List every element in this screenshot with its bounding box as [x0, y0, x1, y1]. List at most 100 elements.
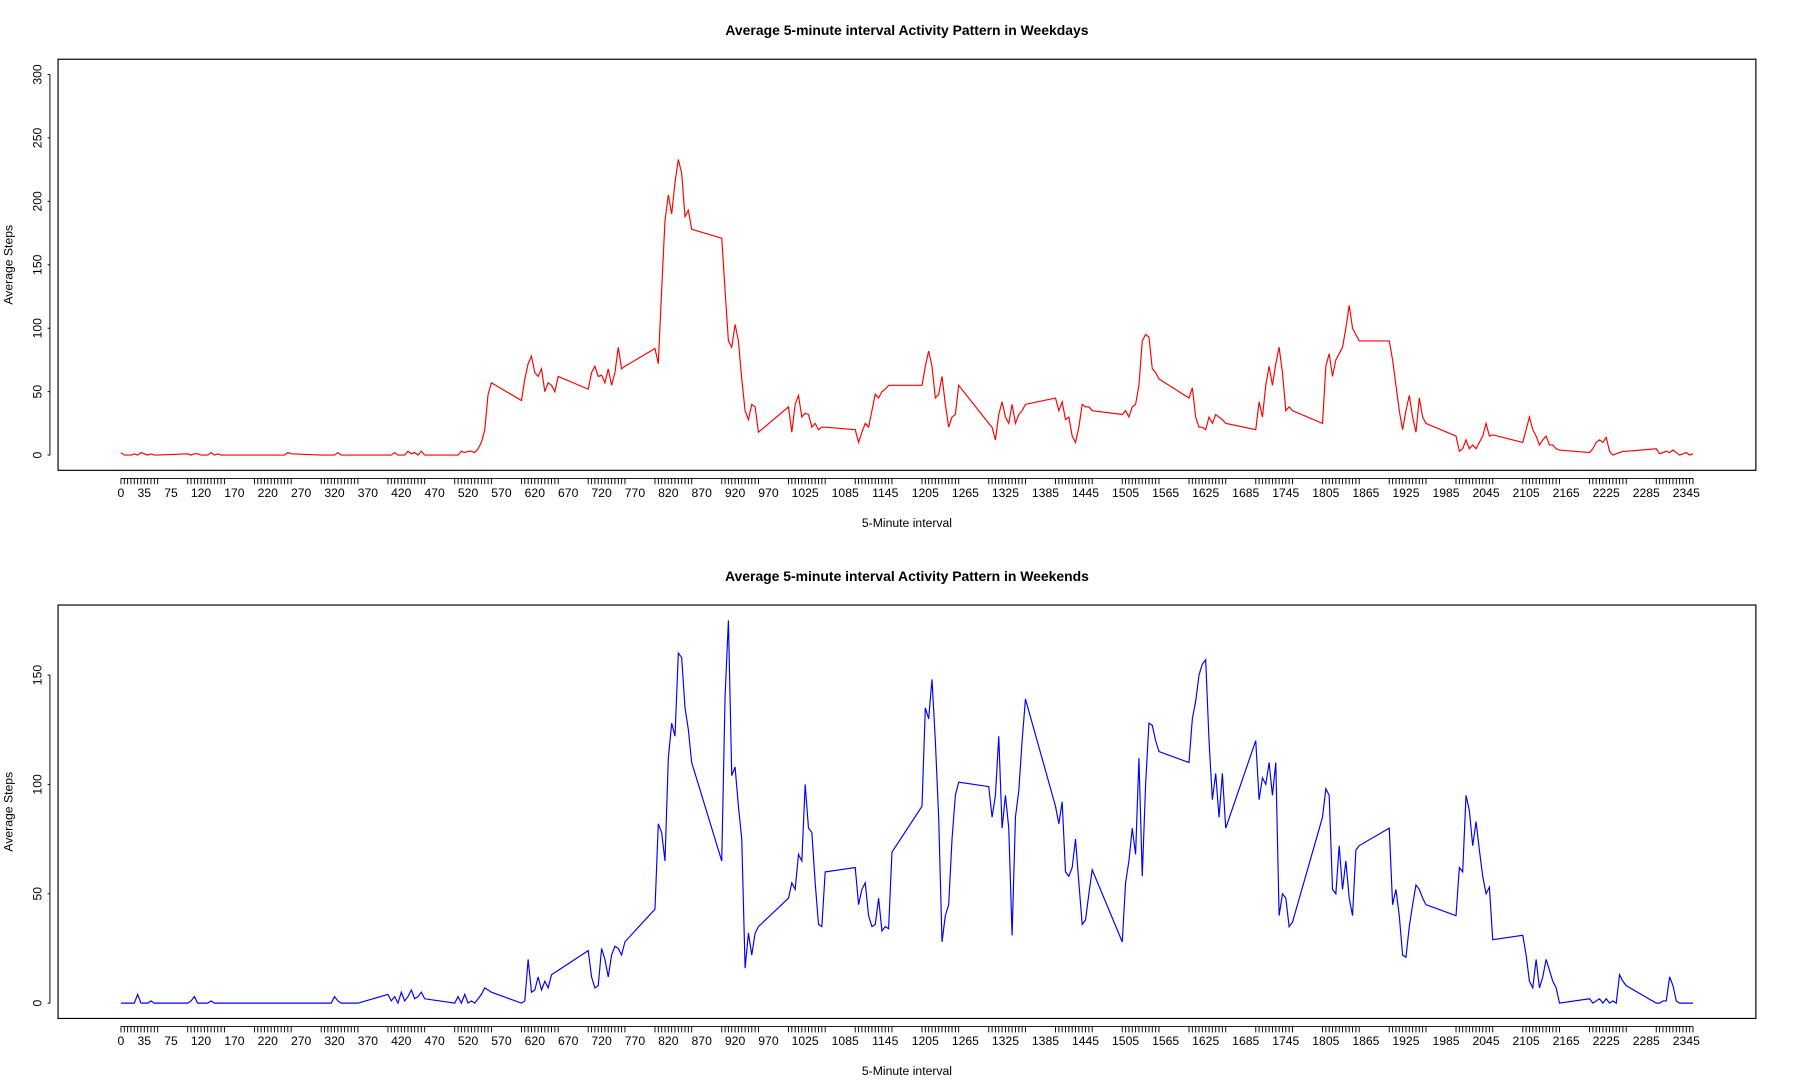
x-tick-label: 970	[758, 486, 779, 500]
x-tick-label: 870	[692, 486, 713, 500]
x-tick-label: 2285	[1633, 486, 1660, 500]
x-tick-label: 970	[758, 1034, 779, 1048]
x-tick-label: 1865	[1352, 1034, 1379, 1048]
x-tick-label: 520	[458, 1034, 479, 1048]
x-tick-label: 470	[425, 486, 446, 500]
y-tick-label: 100	[31, 774, 45, 795]
x-tick-label: 1325	[992, 1034, 1019, 1048]
x-tick-label: 1505	[1112, 486, 1139, 500]
x-tick-label: 720	[591, 486, 612, 500]
x-tick-label: 1565	[1152, 1034, 1179, 1048]
x-tick-label: 820	[658, 1034, 679, 1048]
x-tick-label: 770	[625, 1034, 646, 1048]
x-tick-label: 1325	[992, 486, 1019, 500]
x-tick-label: 1205	[912, 1034, 939, 1048]
x-tick-label: 2045	[1472, 486, 1499, 500]
x-tick-label: 370	[358, 486, 379, 500]
x-tick-label: 920	[725, 1034, 746, 1048]
x-tick-label: 670	[558, 1034, 579, 1048]
x-tick-label: 670	[558, 486, 579, 500]
x-tick-label: 2225	[1593, 486, 1620, 500]
x-tick-label: 35	[138, 1034, 152, 1048]
x-tick-label: 620	[525, 486, 546, 500]
x-tick-label: 570	[491, 486, 512, 500]
x-tick-label: 1565	[1152, 486, 1179, 500]
x-tick-label: 1025	[792, 486, 819, 500]
x-tick-label: 1385	[1032, 1034, 1059, 1048]
x-tick-label: 420	[391, 486, 412, 500]
x-tick-label: 1145	[872, 1034, 898, 1048]
x-tick-label: 1865	[1352, 486, 1379, 500]
x-tick-label: 0	[118, 1034, 125, 1048]
x-tick-label: 1925	[1392, 1034, 1419, 1048]
x-tick-label: 0	[118, 486, 125, 500]
x-tick-label: 120	[191, 1034, 212, 1048]
x-tick-label: 2285	[1633, 1034, 1660, 1048]
chart-title: Average 5-minute interval Activity Patte…	[725, 568, 1089, 584]
x-tick-label: 1085	[832, 1034, 859, 1048]
x-tick-label: 520	[458, 486, 479, 500]
x-tick-label: 270	[291, 1034, 312, 1048]
x-tick-label: 2045	[1472, 1034, 1499, 1048]
y-tick-label: 150	[31, 665, 45, 686]
x-tick-label: 1625	[1192, 486, 1219, 500]
x-tick-label: 2105	[1513, 1034, 1540, 1048]
data-line	[120, 159, 1694, 456]
x-tick-label: 35	[138, 486, 152, 500]
y-tick-label: 50	[31, 385, 45, 399]
x-tick-label: 770	[625, 486, 646, 500]
x-tick-label: 220	[258, 1034, 279, 1048]
y-tick-label: 300	[31, 64, 45, 85]
x-tick-label: 420	[391, 1034, 412, 1048]
y-tick-label: 150	[31, 254, 45, 275]
x-tick-label: 720	[591, 1034, 612, 1048]
plot-frame	[57, 58, 1757, 471]
x-tick-label: 320	[324, 486, 345, 500]
x-tick-label: 1445	[1072, 486, 1099, 500]
y-axis-label: Average Steps	[2, 225, 16, 305]
x-tick-label: 1505	[1112, 1034, 1139, 1048]
y-tick-label: 200	[31, 191, 45, 212]
x-tick-label: 1025	[792, 1034, 819, 1048]
x-tick-label: 2345	[1673, 1034, 1700, 1048]
x-tick-label: 370	[358, 1034, 379, 1048]
x-tick-label: 1685	[1232, 1034, 1259, 1048]
data-line	[120, 620, 1693, 1005]
x-axis-label: 5-Minute interval	[862, 516, 952, 530]
x-tick-label: 170	[224, 486, 245, 500]
x-tick-label: 1685	[1232, 486, 1259, 500]
x-tick-label: 2165	[1553, 486, 1580, 500]
x-tick-label: 570	[491, 1034, 512, 1048]
x-tick-label: 2225	[1593, 1034, 1620, 1048]
x-tick-label: 1205	[912, 486, 939, 500]
x-tick-label: 870	[692, 1034, 713, 1048]
x-tick-label: 320	[324, 1034, 345, 1048]
x-tick-label: 820	[658, 486, 679, 500]
x-tick-label: 920	[725, 486, 746, 500]
x-tick-label: 2105	[1513, 486, 1540, 500]
x-tick-label: 170	[224, 1034, 245, 1048]
x-tick-label: 1805	[1312, 486, 1339, 500]
x-tick-label: 620	[525, 1034, 546, 1048]
x-tick-label: 1625	[1192, 1034, 1219, 1048]
x-tick-label: 1925	[1392, 486, 1419, 500]
x-tick-label: 75	[164, 1034, 178, 1048]
x-axis-label: 5-Minute interval	[862, 1064, 952, 1078]
x-tick-label: 75	[164, 486, 178, 500]
x-tick-label: 1805	[1312, 1034, 1339, 1048]
plot-frame	[57, 604, 1757, 1020]
x-tick-label: 1445	[1072, 1034, 1099, 1048]
y-tick-label: 100	[31, 318, 45, 339]
x-tick-label: 1085	[832, 486, 859, 500]
y-tick-label: 50	[31, 887, 45, 901]
y-axis-label: Average Steps	[2, 772, 16, 852]
chart-title: Average 5-minute interval Activity Patte…	[725, 22, 1088, 38]
x-tick-label: 270	[291, 486, 312, 500]
x-tick-label: 1985	[1432, 486, 1459, 500]
y-tick-label: 0	[31, 451, 45, 458]
x-tick-label: 120	[191, 486, 212, 500]
x-tick-label: 1265	[952, 1034, 979, 1048]
x-tick-label: 1745	[1272, 1034, 1299, 1048]
